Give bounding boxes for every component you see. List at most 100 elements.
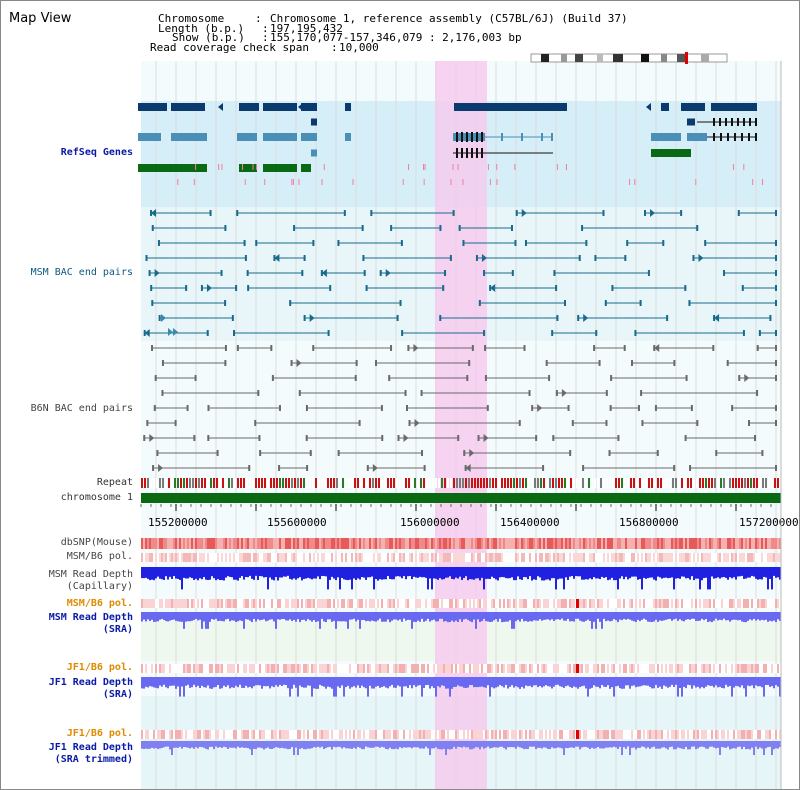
jf1-depth-sra-bar — [247, 677, 249, 688]
msm-depth-sra-bar — [439, 612, 441, 619]
msm-depth-capillary-bar — [755, 567, 757, 579]
b6n-bac-end — [738, 375, 741, 381]
msm-bac-end — [224, 300, 227, 306]
msm-depth-sra-bar — [479, 612, 481, 622]
jf1-b6-pol-cell — [443, 664, 445, 673]
ideogram-band — [641, 54, 649, 62]
msm-depth-capillary-bar — [761, 567, 763, 580]
msm-b6-pol-cell — [617, 553, 619, 562]
jf1-depth-trimmed-bar — [497, 741, 499, 748]
snp-tick — [298, 179, 300, 185]
jf1-depth-trimmed-bar — [227, 741, 229, 749]
jf1-depth-trimmed-bar — [377, 741, 379, 747]
jf1-depth-sra-bar — [687, 677, 689, 685]
jf1-b6-pol-cell — [611, 664, 613, 673]
msm-b6-pol-cell — [347, 553, 349, 562]
dbsnp-cell — [225, 538, 227, 549]
repeat-element — [726, 478, 728, 488]
dbsnp-cell — [211, 538, 213, 549]
msm-depth-capillary-bar — [343, 567, 345, 580]
jf1-b6-pol2-cell — [301, 730, 303, 739]
msm-depth-sra-bar — [649, 612, 651, 622]
msm-depth-capillary-bar — [583, 567, 585, 580]
msm-depth-capillary-bar — [379, 567, 381, 580]
jf1-depth-trimmed-bar — [711, 741, 713, 747]
dbsnp-cell — [557, 538, 559, 549]
msm-depth-capillary-bar — [555, 567, 557, 590]
jf1-b6-pol2-cell — [709, 730, 711, 739]
jf1-b6-pol2-cell — [731, 730, 733, 739]
dbsnp-cell — [143, 538, 145, 549]
msm-depth-capillary-bar — [255, 567, 257, 576]
jf1-b6-pol2-cell — [485, 730, 487, 739]
msm-b6-pol-cell — [509, 553, 511, 562]
jf1-depth-trimmed-bar — [427, 741, 429, 749]
msm-b6-pol-cell — [673, 553, 675, 562]
msm-depth-sra-bar — [349, 612, 351, 620]
msm-depth-capillary-bar — [253, 567, 255, 580]
jf1-b6-pol-cell — [751, 664, 753, 673]
repeat-element — [744, 478, 746, 488]
b6n-bac-end — [468, 360, 471, 366]
msm-b6-pol2-cell — [459, 599, 461, 608]
jf1-depth-sra-bar — [473, 677, 475, 688]
jf1-depth-sra-bar — [307, 677, 309, 686]
jf1-depth-trimmed-bar — [375, 741, 377, 747]
msm-depth-sra-bar — [547, 612, 549, 620]
jf1-b6-pol2-cell — [639, 730, 641, 739]
jf1-b6-pol-cell — [169, 664, 171, 673]
msm-depth-capillary-bar — [777, 567, 779, 578]
msm-bac-end — [483, 330, 486, 336]
jf1-depth-trimmed-bar — [525, 741, 527, 749]
snp-tick — [629, 179, 631, 185]
jf1-b6-pol-cell — [541, 664, 543, 673]
msm-b6-pol2-cell — [367, 599, 369, 608]
dbsnp-cell — [637, 538, 639, 549]
msm-depth-capillary-bar — [743, 567, 745, 579]
jf1-b6-pol2-cell — [197, 730, 199, 739]
jf1-depth-sra-bar — [681, 677, 683, 697]
repeat-element — [264, 478, 266, 488]
jf1-depth-trimmed-bar — [519, 741, 521, 748]
jf1-depth-trimmed-bar — [393, 741, 395, 750]
msm-b6-pol-cell — [301, 553, 303, 562]
jf1-depth-trimmed-bar — [247, 741, 249, 749]
msm-bac-end — [442, 285, 445, 291]
msm-bac-end — [662, 240, 665, 246]
jf1-b6-pol2-cell — [175, 730, 177, 739]
jf1-depth-sra-bar — [533, 677, 535, 686]
jf1-b6-pol2-cell — [655, 730, 657, 739]
snp-tick — [291, 179, 293, 185]
b6n-bac-end — [254, 420, 257, 426]
b6n-bac-end — [552, 435, 555, 441]
msm-depth-capillary-bar — [457, 567, 459, 579]
repeat-element — [222, 478, 224, 488]
msm-depth-sra-bar — [363, 612, 365, 621]
msm-b6-pol-cell — [279, 553, 281, 562]
track-label-refseq: RefSeq Genes — [60, 147, 133, 158]
jf1-depth-sra-bar — [475, 677, 477, 688]
msm-b6-pol-cell — [729, 553, 731, 562]
msm-b6-pol2-cell — [371, 599, 373, 608]
msm-depth-capillary-bar — [281, 567, 283, 578]
jf1-b6-pol2-cell — [493, 730, 495, 739]
msm-depth-sra-bar — [495, 612, 497, 620]
jf1-depth-trimmed-bar — [595, 741, 597, 749]
dbsnp-cell — [739, 538, 741, 549]
msm-depth-sra-bar — [411, 612, 413, 629]
jf1-b6-pol2-cell — [437, 730, 439, 739]
repeat-element — [609, 478, 611, 488]
msm-depth-sra-bar — [213, 612, 215, 620]
repeat-element — [393, 478, 395, 488]
jf1-b6-pol-cell — [563, 664, 565, 673]
repeat-element — [315, 478, 317, 488]
dbsnp-cell — [595, 538, 597, 549]
repeat-element — [534, 478, 536, 488]
b6n-bac-end — [569, 450, 572, 456]
msm-b6-pol-cell — [411, 553, 413, 562]
msm-b6-pol-cell — [211, 553, 213, 562]
msm-depth-capillary-bar — [475, 567, 477, 579]
msm-b6-pol-cell — [677, 553, 679, 562]
msm-b6-pol2-cell — [249, 599, 251, 608]
